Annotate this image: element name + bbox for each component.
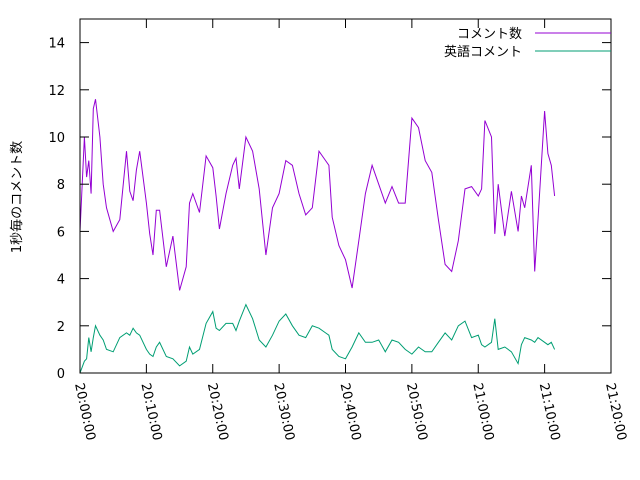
y-tick-label: 2	[57, 320, 65, 335]
plot-border	[79, 18, 612, 374]
y-axis-ticks: 0 2 4 6 8 10 12 14	[48, 37, 611, 382]
x-tick-label: 21:00:00	[469, 382, 496, 442]
y-tick-label: 14	[48, 37, 65, 52]
legend-label: 英語コメント	[444, 44, 522, 60]
y-tick-label: 10	[48, 131, 65, 146]
x-tick-label: 20:40:00	[337, 382, 364, 442]
y-tick-label: 8	[57, 178, 65, 193]
y-tick-label: 4	[57, 273, 65, 288]
x-tick-label: 20:10:00	[137, 382, 164, 442]
series-line-2	[79, 303, 556, 374]
x-tick-label: 21:20:00	[602, 382, 629, 442]
legend-label: コメント数	[457, 27, 522, 42]
x-tick-label: 21:10:00	[536, 382, 563, 442]
x-tick-label: 20:30:00	[270, 382, 297, 442]
y-tick-label: 6	[57, 225, 65, 240]
plot-frame	[79, 18, 612, 374]
series-line-1	[79, 99, 556, 291]
y-tick-label: 0	[57, 367, 65, 382]
y-tick-label: 12	[48, 84, 65, 99]
y-axis-label: 1秒毎のコメント数	[9, 141, 25, 253]
x-tick-label: 20:20:00	[204, 382, 231, 442]
series-layer	[79, 99, 556, 374]
x-tick-label: 20:00:00	[71, 382, 98, 442]
x-tick-label: 20:50:00	[403, 382, 430, 442]
